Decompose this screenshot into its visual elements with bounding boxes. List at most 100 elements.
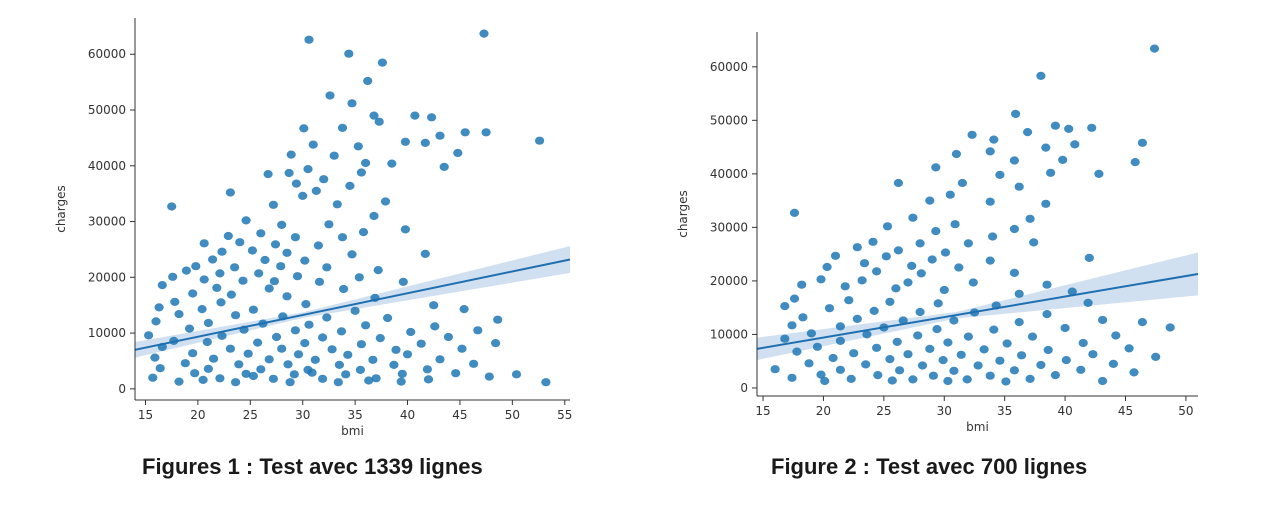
scatter-point [410,111,420,120]
scatter-point [868,237,878,246]
scatter-point [1070,140,1080,149]
scatter-point [1042,310,1052,319]
scatter-point [212,283,222,292]
scatter-point [1151,352,1161,361]
scatter-point [1088,350,1098,359]
scatter-point [203,364,213,373]
scatter-point [420,249,430,258]
scatter-point [1014,318,1024,327]
scatter-point [908,375,918,384]
x-tick-label: 45 [452,408,467,422]
x-tick-label: 40 [400,408,415,422]
scatter-point [473,326,483,335]
scatter-point [298,191,308,200]
y-tick-label: 0 [740,381,748,395]
scatter-point [264,355,274,364]
scatter-point [844,296,854,305]
scatter-point [812,342,823,351]
x-tick-label: 55 [557,408,572,422]
scatter-point [319,175,329,184]
scatter-point [303,165,313,174]
scatter-point [931,227,941,236]
y-tick-label: 10000 [88,326,126,340]
scatter-point [406,327,416,337]
scatter-point [1137,318,1147,327]
scatter-point [402,350,413,359]
scatter-point [938,356,948,365]
scatter-point [167,202,177,211]
caption-figure-2: Figure 2 : Test avec 700 lignes [771,454,1087,479]
scatter-point [1009,366,1020,375]
scatter-point [804,359,814,368]
scatter-point [988,232,998,241]
scatter-point [285,378,295,387]
scatter-point [256,229,266,238]
scatter-point [792,347,802,356]
scatter-point [535,136,545,145]
scatter-point [949,316,959,325]
scatter-point [264,284,274,293]
scatter-point [967,130,977,139]
scatter-point [291,179,301,188]
scatter-point [293,350,304,359]
x-tick-label: 50 [1178,404,1193,418]
x-tick-label: 45 [1118,404,1133,418]
scatter-point [154,303,164,312]
scatter-point [1124,344,1134,353]
scatter-point [347,250,357,259]
scatter-point [453,148,463,158]
scatter-point [374,117,384,126]
y-tick-label: 20000 [88,270,126,284]
scatter-point [1025,374,1035,383]
x-tick-label: 30 [937,404,952,418]
scatter-point [887,376,897,385]
scatter-point [391,345,401,354]
y-tick-label: 40000 [710,167,748,181]
scatter-point [1041,199,1051,208]
scatter-point [336,327,347,336]
scatter-point [383,313,393,323]
scatter-point [396,377,406,386]
scatter-point [235,238,245,247]
scatter-point [329,151,339,160]
scatter-point [898,316,908,325]
x-tick-label: 20 [816,404,831,418]
scatter-point [400,225,410,234]
scatter-point [835,336,846,345]
scatter-point [420,138,430,147]
scatter-point [903,350,913,359]
scatter-point [852,314,862,323]
scatter-point [344,49,354,58]
scatter-point [1078,338,1088,348]
scatter-point [341,370,351,379]
scatter-point [322,263,332,272]
y-tick-label: 60000 [710,60,748,74]
scatter-point [787,373,797,382]
scatter-point [223,231,233,241]
scatter-point [1042,280,1052,289]
scatter-point [1108,359,1118,368]
scatter-point [798,313,808,322]
scatter-point [806,329,817,338]
y-tick-label: 20000 [710,274,748,288]
scatter-point [857,276,867,285]
scatter-point [963,332,974,341]
scatter-point [956,350,966,359]
scatter-point [203,318,213,328]
scatter-point [260,255,270,265]
scatter-point [933,299,943,308]
scatter-point [849,349,859,358]
scatter-point [917,361,928,370]
scatter-point [985,147,995,156]
scatter-point [1060,323,1070,333]
scatter-point [913,331,923,340]
scatter-point [859,259,870,268]
scatter-point [286,150,296,159]
scatter-point [1001,377,1011,386]
scatter-point [820,376,830,386]
scatter-point [144,331,154,340]
scatter-point [881,252,891,261]
scatter-point [852,243,862,252]
scatter-point [334,360,344,369]
